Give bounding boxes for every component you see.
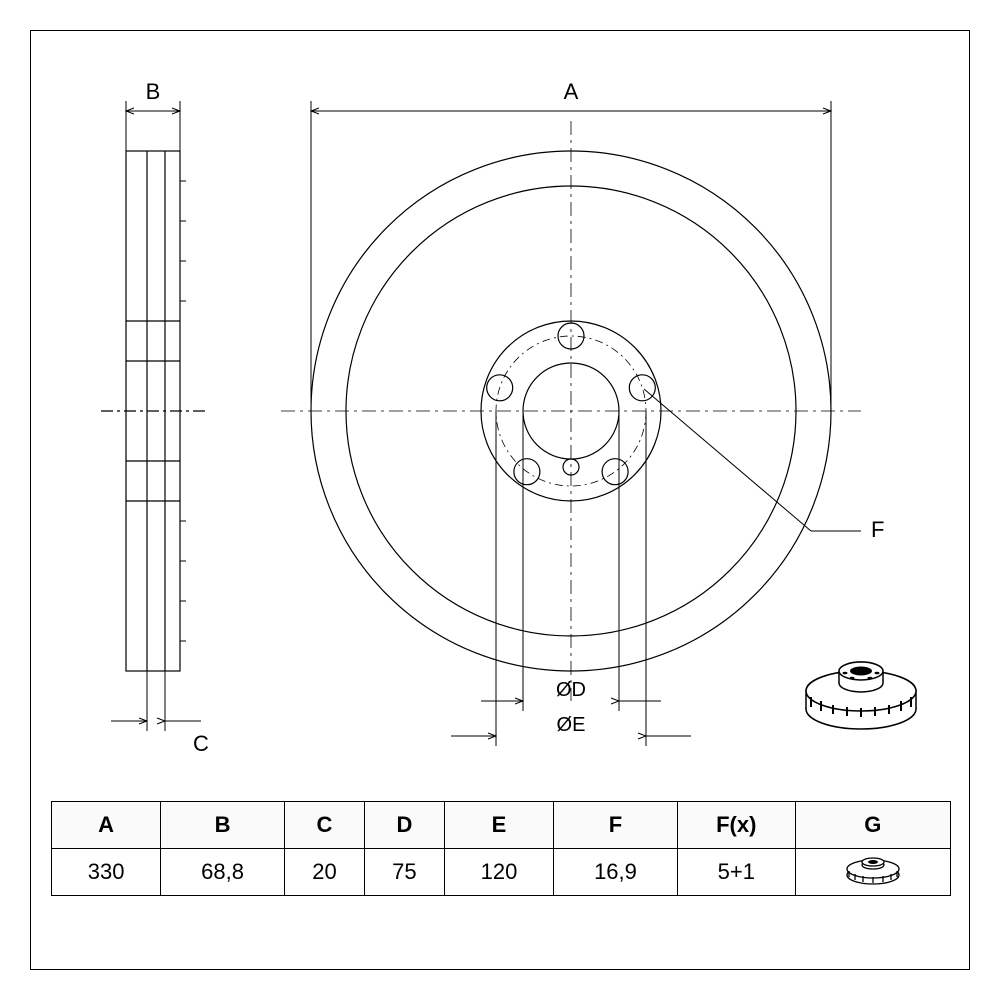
label-E: ØE: [557, 714, 586, 736]
col-A: A: [52, 802, 161, 849]
col-G: G: [795, 802, 950, 849]
val-B: 68,8: [161, 849, 285, 896]
col-B: B: [161, 802, 285, 849]
label-D: ØD: [556, 679, 586, 701]
technical-drawing: B C: [31, 31, 971, 791]
drawing-frame: B C: [30, 30, 970, 970]
table-header-row: A B C D E F F(x) G: [52, 802, 951, 849]
dim-F: [644, 389, 861, 531]
label-A: A: [564, 79, 579, 104]
side-view: [101, 151, 206, 671]
val-G: [795, 849, 950, 896]
page: B C: [0, 0, 1000, 1000]
col-Fx: F(x): [677, 802, 795, 849]
val-C: 20: [284, 849, 364, 896]
val-F: 16,9: [554, 849, 678, 896]
col-E: E: [444, 802, 553, 849]
col-D: D: [364, 802, 444, 849]
front-view: [281, 121, 861, 701]
thumbnail-3d: [806, 662, 916, 729]
disc-icon: [843, 852, 903, 886]
val-A: 330: [52, 849, 161, 896]
val-Fx: 5+1: [677, 849, 795, 896]
val-D: 75: [364, 849, 444, 896]
table-row: 330 68,8 20 75 120 16,9 5+1: [52, 849, 951, 896]
label-F: F: [871, 517, 884, 542]
dim-C: [111, 671, 201, 731]
val-E: 120: [444, 849, 553, 896]
label-B: B: [146, 79, 161, 104]
dim-B: [126, 101, 180, 151]
col-C: C: [284, 802, 364, 849]
label-C: C: [193, 731, 209, 756]
dimension-table: A B C D E F F(x) G 330 68,8 20 75 120: [51, 801, 951, 896]
col-F: F: [554, 802, 678, 849]
